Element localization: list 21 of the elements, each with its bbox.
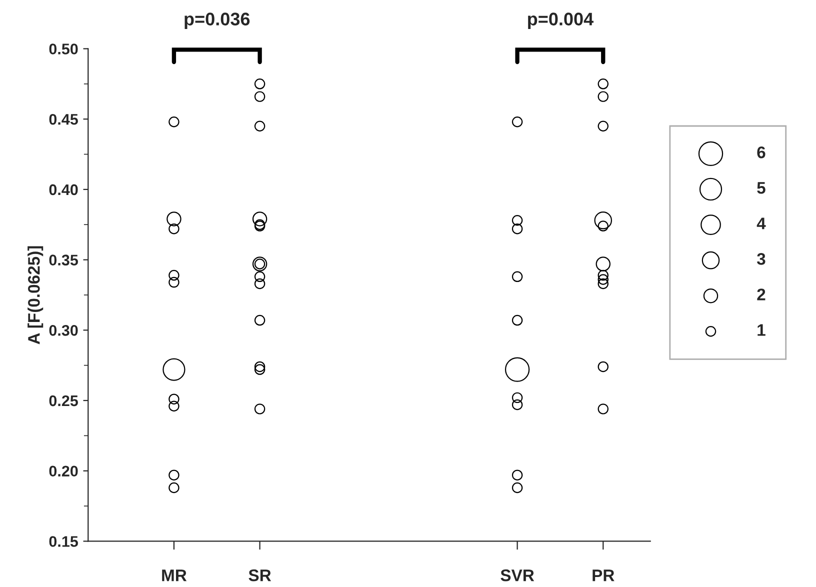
y-tick-label: 0.45	[49, 114, 78, 125]
x-tick-label: MR	[162, 570, 187, 582]
legend-label: 6	[757, 146, 766, 158]
legend-label: 5	[757, 182, 766, 194]
x-tick-label: SVR	[500, 569, 534, 582]
y-tick-label: 0.40	[49, 184, 78, 196]
legend-label: 2	[757, 288, 766, 300]
text: p=0.004	[528, 12, 594, 30]
text: p=0.036	[184, 12, 250, 30]
y-tick-label: 0.50	[49, 44, 78, 54]
legend-label: 1	[758, 324, 766, 336]
legend-label: 3	[756, 253, 766, 265]
y-tick-label: 0.20	[49, 466, 78, 477]
y-tick-label: 0.30	[49, 325, 78, 336]
x-tick-label: PR	[592, 570, 614, 582]
x-tick-label: SR	[248, 569, 272, 582]
y-tick-label: 0.35	[49, 254, 78, 266]
y-tick-label: 0.25	[49, 395, 78, 406]
y-tick-label: 0.15	[49, 536, 78, 547]
legend-label: 4	[756, 218, 766, 230]
y-axis-title: A [F(0.0625)]	[28, 246, 44, 344]
